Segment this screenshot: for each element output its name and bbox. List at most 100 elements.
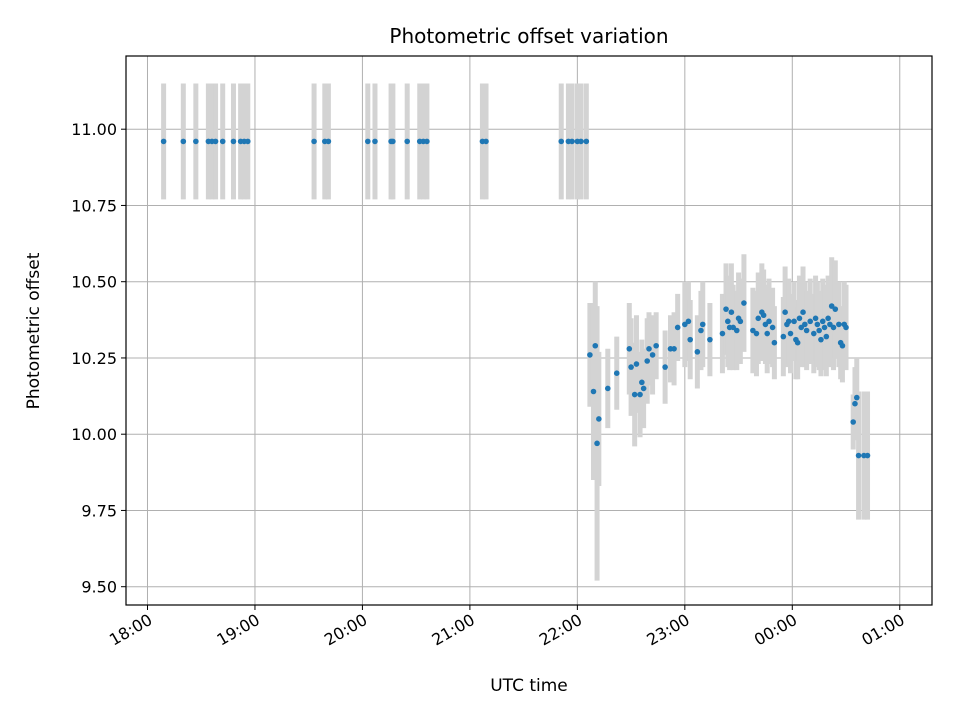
- data-point: [812, 315, 819, 322]
- data-point: [649, 352, 656, 358]
- data-point: [637, 391, 643, 398]
- data-point: [836, 321, 842, 328]
- data-point: [723, 306, 729, 312]
- data-point: [807, 318, 814, 325]
- data-point: [814, 321, 821, 328]
- data-point: [404, 138, 411, 145]
- data-point: [802, 321, 808, 328]
- data-point: [594, 440, 600, 447]
- data-point: [646, 346, 652, 352]
- y-tick-label: 9.75: [81, 501, 117, 520]
- point-layer: [160, 138, 871, 459]
- data-point: [753, 330, 760, 337]
- plot-frame: [125, 55, 933, 606]
- data-point: [719, 330, 726, 337]
- data-point: [737, 318, 744, 325]
- data-point: [800, 309, 806, 316]
- data-point: [613, 370, 620, 377]
- data-point: [794, 339, 801, 346]
- data-point: [780, 333, 787, 340]
- data-point: [626, 346, 633, 352]
- data-point: [769, 324, 776, 331]
- data-point: [558, 138, 565, 145]
- x-tick-label: 21:00: [428, 610, 477, 650]
- data-point: [755, 315, 762, 322]
- data-point: [796, 315, 803, 322]
- x-axis: 18:00 19:00 20:00 21:00 22:00 23:00 00:00 01:00: [106, 605, 908, 650]
- data-point: [674, 324, 681, 331]
- data-point: [839, 342, 846, 349]
- data-point: [850, 419, 856, 425]
- data-point: [855, 452, 862, 459]
- data-point: [230, 138, 237, 145]
- data-point: [390, 138, 396, 145]
- data-point: [605, 385, 611, 392]
- data-point: [764, 330, 771, 337]
- y-tick-label: 9.50: [81, 578, 117, 597]
- data-point: [578, 138, 584, 145]
- data-point: [707, 336, 713, 343]
- data-point: [640, 385, 647, 392]
- y-axis: 9.50 9.75 10.00 10.25 10.50 10.75 11.00: [71, 120, 126, 597]
- data-point: [852, 400, 858, 407]
- data-point: [685, 318, 692, 325]
- x-axis-label: UTC time: [490, 676, 568, 696]
- data-point: [583, 138, 590, 145]
- data-point: [193, 138, 199, 145]
- data-point: [832, 306, 839, 312]
- data-point: [671, 346, 677, 352]
- y-tick-label: 10.75: [71, 196, 117, 215]
- data-point: [733, 327, 740, 334]
- data-point: [699, 321, 706, 328]
- data-point: [760, 312, 767, 319]
- data-point: [633, 361, 640, 367]
- y-tick-label: 11.00: [71, 120, 117, 139]
- data-point: [843, 324, 849, 331]
- data-point: [644, 358, 651, 364]
- data-point: [819, 318, 826, 325]
- x-tick-label: 23:00: [643, 610, 692, 650]
- data-point: [821, 324, 828, 331]
- data-point: [662, 364, 668, 370]
- data-point: [766, 318, 772, 325]
- y-tick-label: 10.50: [71, 273, 117, 292]
- data-point: [631, 391, 638, 398]
- data-point: [725, 318, 731, 325]
- x-tick-label: 18:00: [106, 610, 155, 650]
- data-point: [816, 327, 822, 334]
- x-tick-label: 01:00: [858, 610, 907, 650]
- data-point: [372, 138, 378, 145]
- data-point: [791, 318, 797, 325]
- data-point: [687, 336, 693, 343]
- data-point: [823, 333, 830, 340]
- data-point: [424, 138, 430, 145]
- data-point: [244, 138, 251, 145]
- data-point: [325, 138, 332, 145]
- data-point: [569, 138, 575, 145]
- data-point: [818, 336, 824, 343]
- y-tick-label: 10.00: [71, 425, 117, 444]
- data-point: [728, 309, 735, 316]
- y-tick-label: 10.25: [71, 349, 117, 368]
- data-point: [653, 342, 659, 349]
- x-tick-label: 20:00: [321, 610, 370, 650]
- x-tick-label: 22:00: [536, 610, 585, 650]
- chart-title: Photometric offset variation: [389, 24, 668, 48]
- data-point: [694, 349, 701, 355]
- data-point: [311, 138, 317, 145]
- data-point: [483, 138, 489, 145]
- data-point: [741, 300, 747, 306]
- data-point: [628, 364, 634, 370]
- errorbar-layer: [161, 83, 871, 581]
- data-point: [160, 138, 167, 145]
- data-point: [810, 330, 817, 337]
- data-point: [830, 324, 837, 331]
- data-point: [639, 379, 645, 386]
- data-point: [365, 138, 371, 145]
- data-point: [771, 339, 778, 346]
- data-point: [219, 138, 226, 145]
- data-point: [180, 138, 187, 145]
- data-point: [782, 309, 788, 316]
- data-point: [592, 342, 599, 349]
